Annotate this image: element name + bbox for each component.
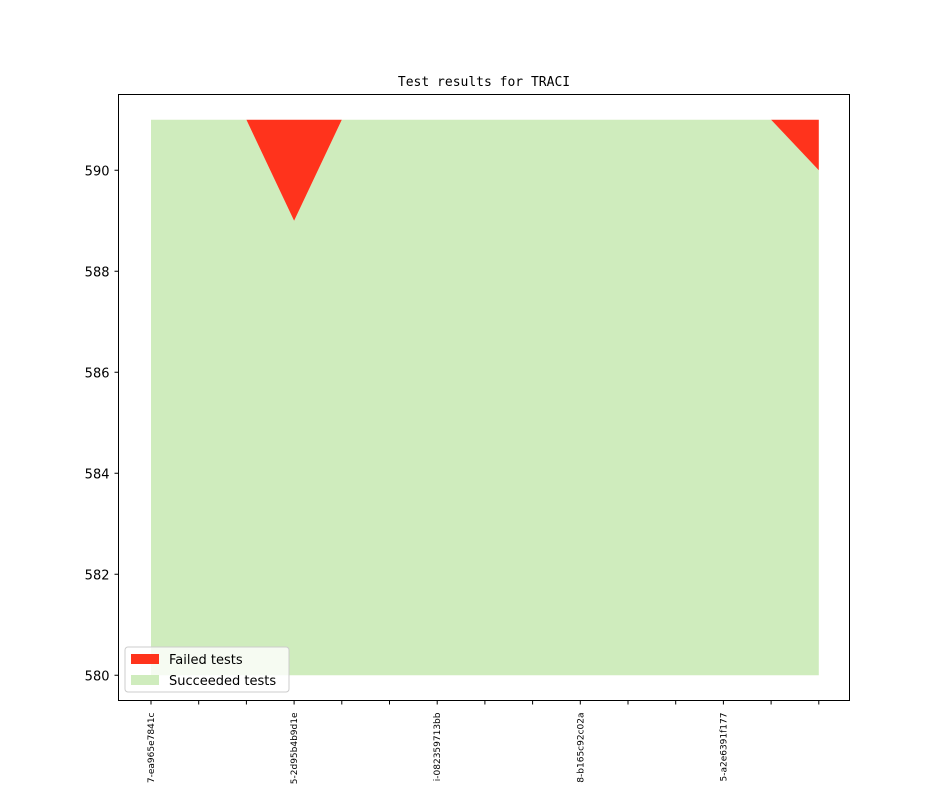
plot-frame bbox=[118, 94, 850, 701]
area-failed-tests bbox=[151, 119, 819, 221]
y-tick-label: 584 bbox=[85, 467, 110, 482]
legend-swatch-failed bbox=[131, 654, 159, 664]
plot-areas bbox=[151, 119, 819, 676]
y-axis: 580 582 584 586 588 590 bbox=[85, 164, 119, 684]
chart-title: Test results for TRACI bbox=[398, 75, 570, 90]
y-tick-label: 588 bbox=[85, 265, 110, 280]
x-tick-label: 5-a2e6391f177 bbox=[719, 713, 729, 782]
legend-box bbox=[124, 646, 290, 693]
y-tick-label: 580 bbox=[85, 669, 110, 684]
x-tick-label: 8-b165c92c02a bbox=[576, 713, 586, 783]
x-tick-label: i-082359713bb bbox=[433, 712, 443, 781]
x-axis: 7-ea965e7841c 5-2d95b4b9d1e i-082359713bb 8… bbox=[147, 700, 820, 784]
y-tick-label: 582 bbox=[85, 568, 110, 583]
legend-label-succeeded: Succeeded tests bbox=[169, 674, 276, 689]
legend-label-failed: Failed tests bbox=[169, 653, 243, 668]
legend: Failed tests Succeeded tests bbox=[124, 646, 290, 693]
x-tick-label: 5-2d95b4b9d1e bbox=[290, 712, 300, 784]
y-tick-label: 590 bbox=[85, 164, 110, 179]
y-tick-label: 586 bbox=[85, 366, 110, 381]
area-succeeded-tests bbox=[151, 119, 819, 676]
legend-swatch-succeeded bbox=[131, 675, 159, 685]
x-tick-label: 7-ea965e7841c bbox=[147, 712, 157, 783]
